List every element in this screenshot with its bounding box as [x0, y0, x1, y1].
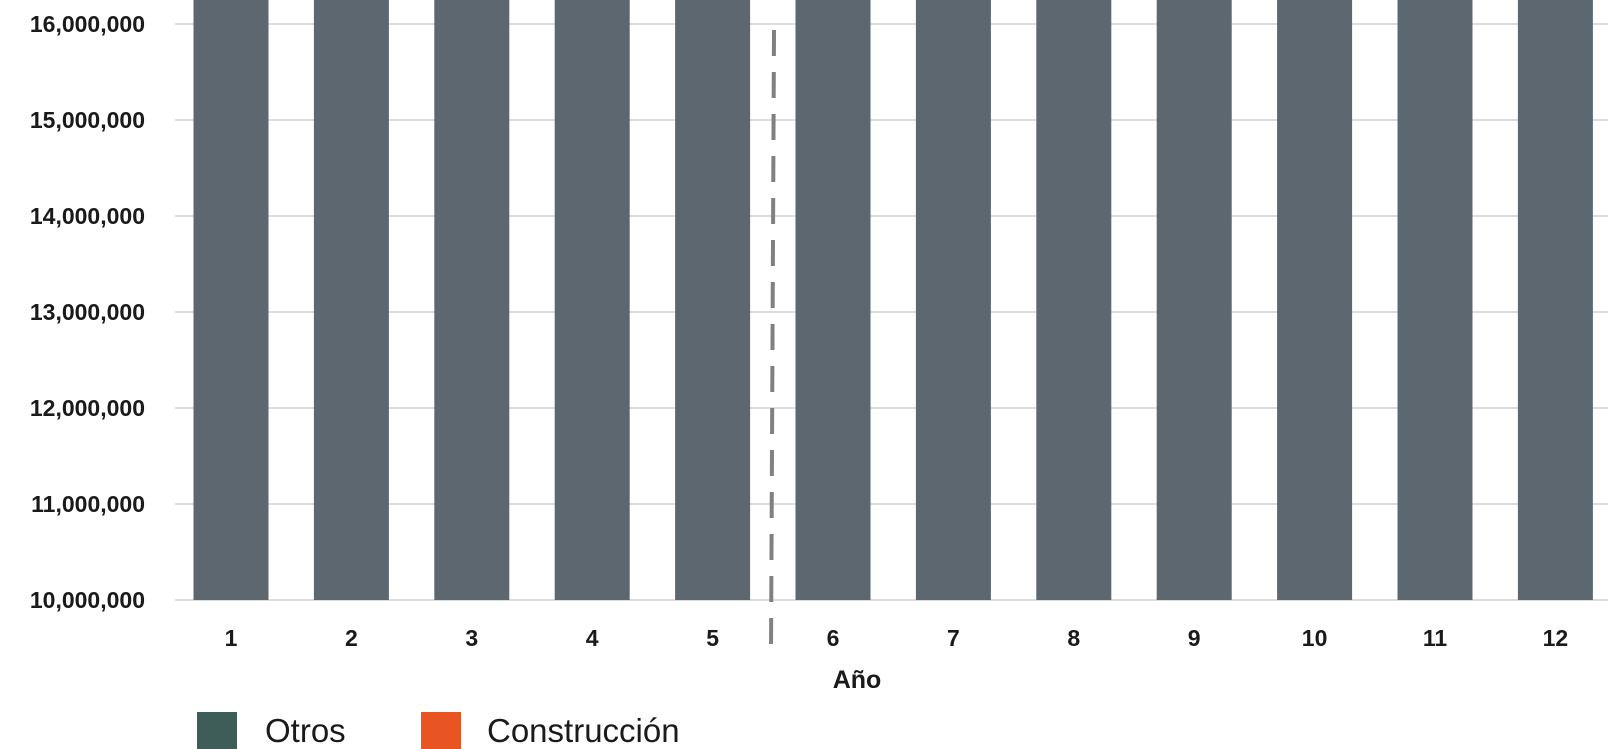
x-tick-label: 9	[1188, 625, 1201, 651]
y-tick-label: 13,000,000	[30, 299, 145, 325]
legend-label: Otros	[265, 712, 346, 749]
x-axis: 1 2 3 4 5 6 7 8 9 10 11 12	[225, 625, 1569, 651]
bar-otros-7	[915, 0, 991, 600]
x-tick-label: 12	[1543, 625, 1569, 651]
y-tick-label: 12,000,000	[30, 395, 145, 421]
bar-otros-11	[1397, 0, 1473, 600]
x-tick-label: 5	[706, 625, 719, 651]
y-tick-label: 14,000,000	[30, 203, 145, 229]
x-axis-title: Año	[833, 666, 882, 694]
y-tick-label: 15,000,000	[30, 107, 145, 133]
projection-divider-line	[769, 29, 776, 656]
x-tick-label: 4	[586, 625, 599, 651]
x-tick-label: 8	[1067, 625, 1080, 651]
bar-otros-6	[795, 0, 871, 600]
bar-otros-9	[1156, 0, 1232, 600]
bars	[193, 0, 1593, 601]
bar-otros-2	[313, 0, 389, 601]
bar-otros-8	[1036, 0, 1112, 600]
legend-swatch	[421, 712, 461, 749]
bar-otros-1	[193, 0, 269, 600]
legend-label: Construcción	[487, 712, 680, 749]
x-tick-label: 2	[345, 625, 358, 651]
bar-otros-4	[554, 0, 630, 600]
y-axis: 10,000,000 11,000,000 12,000,000 13,000,000…	[30, 11, 145, 613]
x-tick-label: 6	[827, 625, 840, 651]
legend: Otros Construcción	[197, 712, 680, 749]
bar-otros-10	[1277, 0, 1353, 600]
x-tick-label: 1	[225, 625, 238, 651]
x-tick-label: 7	[947, 625, 960, 651]
y-tick-label: 10,000,000	[30, 587, 145, 613]
grid-lines	[175, 23, 1608, 601]
x-tick-label: 3	[465, 625, 478, 651]
x-tick-label: 11	[1423, 625, 1448, 651]
bar-otros-3	[434, 0, 510, 601]
y-tick-label: 16,000,000	[30, 11, 145, 37]
legend-swatch	[197, 712, 237, 749]
y-tick-label: 11,000,000	[31, 491, 145, 517]
bar-otros-5	[675, 0, 751, 601]
bar-otros-12	[1517, 0, 1593, 600]
x-tick-label: 10	[1302, 625, 1328, 651]
